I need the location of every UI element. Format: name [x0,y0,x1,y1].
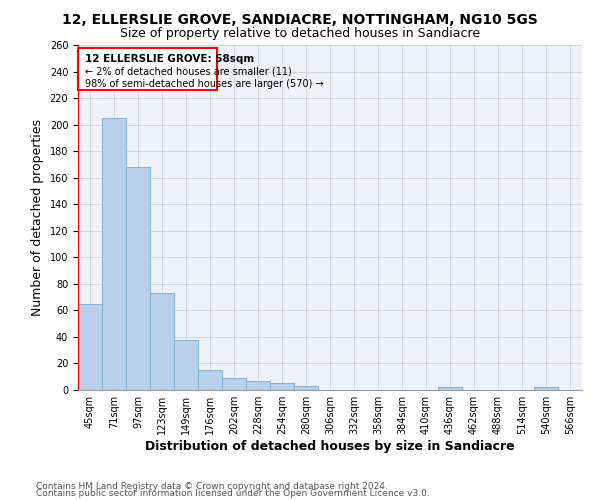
Text: Size of property relative to detached houses in Sandiacre: Size of property relative to detached ho… [120,28,480,40]
Bar [222,378,246,390]
Bar [78,304,102,390]
Text: 98% of semi-detached houses are larger (570) →: 98% of semi-detached houses are larger (… [85,78,324,88]
Text: Contains public sector information licensed under the Open Government Licence v3: Contains public sector information licen… [36,489,430,498]
Bar [294,386,318,390]
Bar [174,340,198,390]
Bar [150,293,174,390]
Bar [78,48,217,90]
Bar [438,388,462,390]
Text: ← 2% of detached houses are smaller (11): ← 2% of detached houses are smaller (11) [85,66,292,76]
Bar [270,384,294,390]
Text: 12 ELLERSLIE GROVE: 58sqm: 12 ELLERSLIE GROVE: 58sqm [85,54,254,64]
Text: 12, ELLERSLIE GROVE, SANDIACRE, NOTTINGHAM, NG10 5GS: 12, ELLERSLIE GROVE, SANDIACRE, NOTTINGH… [62,12,538,26]
X-axis label: Distribution of detached houses by size in Sandiacre: Distribution of detached houses by size … [145,440,515,453]
Bar [534,388,558,390]
Bar [102,118,126,390]
Bar [198,370,222,390]
Text: Contains HM Land Registry data © Crown copyright and database right 2024.: Contains HM Land Registry data © Crown c… [36,482,388,491]
Y-axis label: Number of detached properties: Number of detached properties [31,119,44,316]
Bar [246,380,270,390]
Bar [126,167,150,390]
